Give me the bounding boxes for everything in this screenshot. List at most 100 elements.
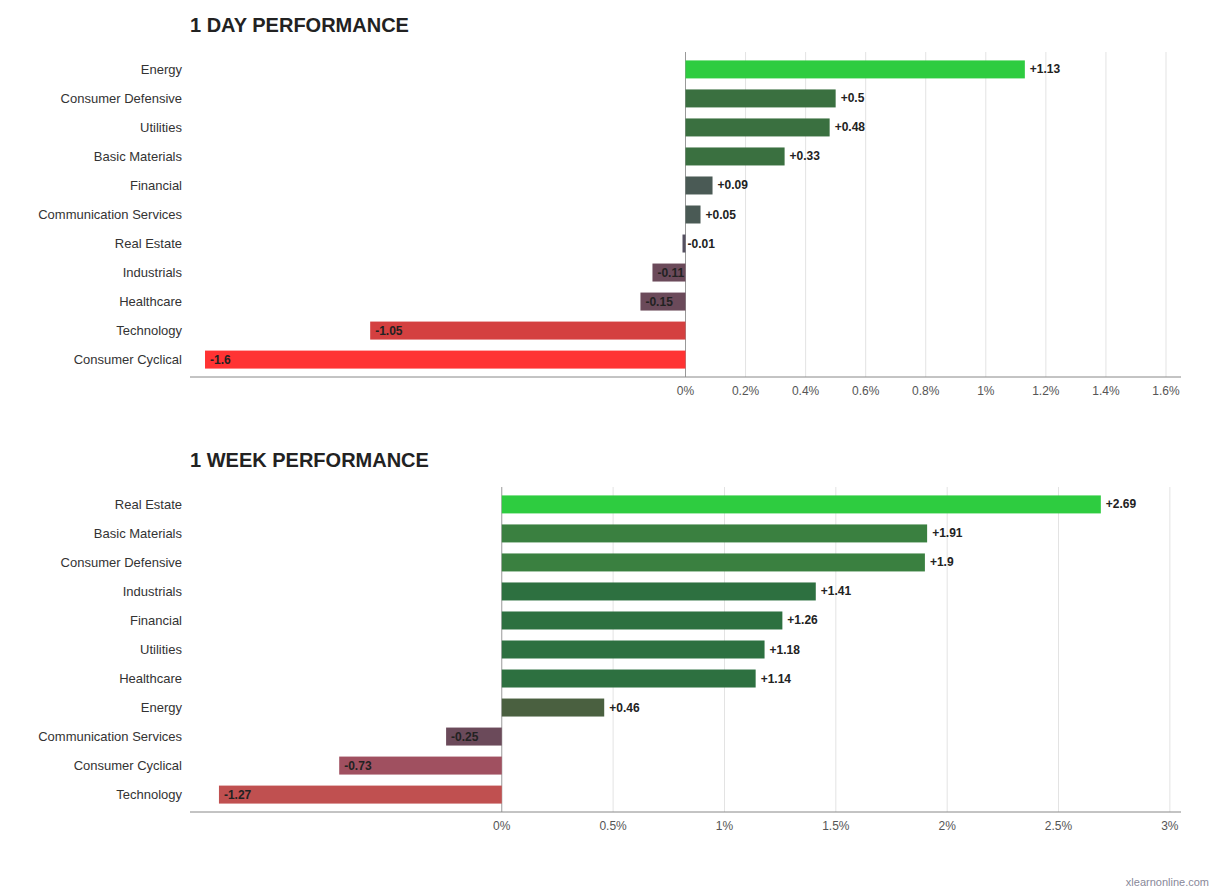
- category-label: Financial: [130, 613, 182, 628]
- tick-label: 3%: [1161, 819, 1179, 833]
- bar: [502, 524, 927, 542]
- panel: 1 WEEK PERFORMANCE 0% 0.5% 1% 1.5% 2% 2.5% 3% Te…: [38, 449, 1209, 888]
- bar: [686, 147, 785, 165]
- category-label: Communication Services: [38, 207, 182, 222]
- tick-label: 1%: [716, 819, 734, 833]
- bar: [219, 786, 502, 804]
- category-label: Consumer Cyclical: [74, 352, 182, 367]
- data-label: +1.91: [932, 526, 963, 540]
- tick-label: 0.2%: [732, 384, 760, 398]
- bar: [652, 264, 685, 282]
- category-label: Real Estate: [115, 236, 182, 251]
- grid-line: [1058, 487, 1059, 812]
- bar: [502, 699, 604, 717]
- chart-title: 1 WEEK PERFORMANCE: [190, 449, 429, 471]
- category-label: Healthcare: [119, 294, 182, 309]
- tick-label: 0%: [493, 819, 511, 833]
- tick-label: 0.5%: [599, 819, 627, 833]
- panel: 1 DAY PERFORMANCE 0% 0.2% 0.4% 0.6% 0.8% 1% 1.2…: [38, 14, 1181, 398]
- tick-label: 2%: [938, 819, 956, 833]
- bar: [686, 89, 836, 107]
- category-label: Technology: [116, 787, 182, 802]
- category-label: Energy: [141, 700, 183, 715]
- category-label: Industrials: [123, 265, 183, 280]
- grid-line: [985, 52, 986, 377]
- tick-label: 1.4%: [1092, 384, 1120, 398]
- grid-line: [1045, 52, 1046, 377]
- data-label: -0.11: [657, 266, 684, 280]
- data-label: +1.26: [787, 613, 818, 627]
- data-label: +0.46: [609, 701, 640, 715]
- data-label: -0.73: [344, 759, 372, 773]
- grid-line: [1169, 487, 1170, 812]
- data-label: -1.27: [224, 788, 252, 802]
- annotation: xlearnonline.com: [1126, 876, 1209, 888]
- grid-line: [1165, 52, 1166, 377]
- category-label: Industrials: [123, 584, 183, 599]
- category-label: Real Estate: [115, 497, 182, 512]
- bar: [370, 322, 685, 340]
- data-label: +2.69: [1106, 497, 1137, 511]
- data-label: +1.18: [770, 643, 801, 657]
- bar: [502, 553, 925, 571]
- data-label: +1.14: [761, 672, 792, 686]
- bar: [502, 670, 756, 688]
- category-label: Utilities: [140, 120, 182, 135]
- bar: [502, 641, 765, 659]
- category-label: Basic Materials: [94, 149, 183, 164]
- tick-label: 1.5%: [822, 819, 850, 833]
- category-label: Consumer Defensive: [61, 555, 182, 570]
- chart-canvas: 1 DAY PERFORMANCE 0% 0.2% 0.4% 0.6% 0.8% 1% 1.2…: [0, 0, 1221, 894]
- tick-label: 0.6%: [852, 384, 880, 398]
- tick-label: 0.8%: [912, 384, 940, 398]
- category-label: Utilities: [140, 642, 182, 657]
- data-label: +1.41: [821, 584, 852, 598]
- grid-line: [925, 52, 926, 377]
- bar: [686, 60, 1025, 78]
- bar: [686, 206, 701, 224]
- bars: [205, 60, 1025, 368]
- tick-label: 0%: [677, 384, 695, 398]
- tick-label: 0.4%: [792, 384, 820, 398]
- bar: [205, 351, 685, 369]
- category-label: Consumer Defensive: [61, 91, 182, 106]
- data-label: -0.25: [451, 730, 479, 744]
- data-label: +1.13: [1030, 62, 1061, 76]
- bar: [502, 495, 1101, 513]
- category-label: Healthcare: [119, 671, 182, 686]
- category-label: Basic Materials: [94, 526, 183, 541]
- data-label: +0.09: [718, 178, 749, 192]
- bar: [686, 176, 713, 194]
- data-label: -1.6: [210, 353, 231, 367]
- category-label: Technology: [116, 323, 182, 338]
- bar: [640, 293, 685, 311]
- category-label: Financial: [130, 178, 182, 193]
- chart-title: 1 DAY PERFORMANCE: [190, 14, 409, 36]
- data-label: +1.9: [930, 555, 954, 569]
- bar: [446, 728, 502, 746]
- data-label: +0.5: [841, 91, 865, 105]
- data-label: -1.05: [375, 324, 403, 338]
- bar: [686, 118, 830, 136]
- grid-line: [865, 52, 866, 377]
- x-axis-line: [190, 812, 1181, 813]
- x-axis-line: [190, 377, 1181, 378]
- category-label: Energy: [141, 62, 183, 77]
- tick-label: 1.6%: [1152, 384, 1180, 398]
- bars: [219, 495, 1101, 803]
- data-label: +0.33: [790, 149, 821, 163]
- tick-label: 1%: [977, 384, 995, 398]
- category-label: Consumer Cyclical: [74, 758, 182, 773]
- data-label: -0.15: [645, 295, 673, 309]
- data-label: +0.48: [835, 120, 866, 134]
- bar: [682, 235, 685, 253]
- bar: [339, 757, 502, 775]
- tick-label: 1.2%: [1032, 384, 1060, 398]
- grid-line: [1105, 52, 1106, 377]
- category-label: Communication Services: [38, 729, 182, 744]
- bar: [502, 611, 783, 629]
- bar: [502, 582, 816, 600]
- data-label: +0.05: [706, 208, 737, 222]
- tick-label: 2.5%: [1045, 819, 1073, 833]
- data-label: -0.01: [687, 237, 715, 251]
